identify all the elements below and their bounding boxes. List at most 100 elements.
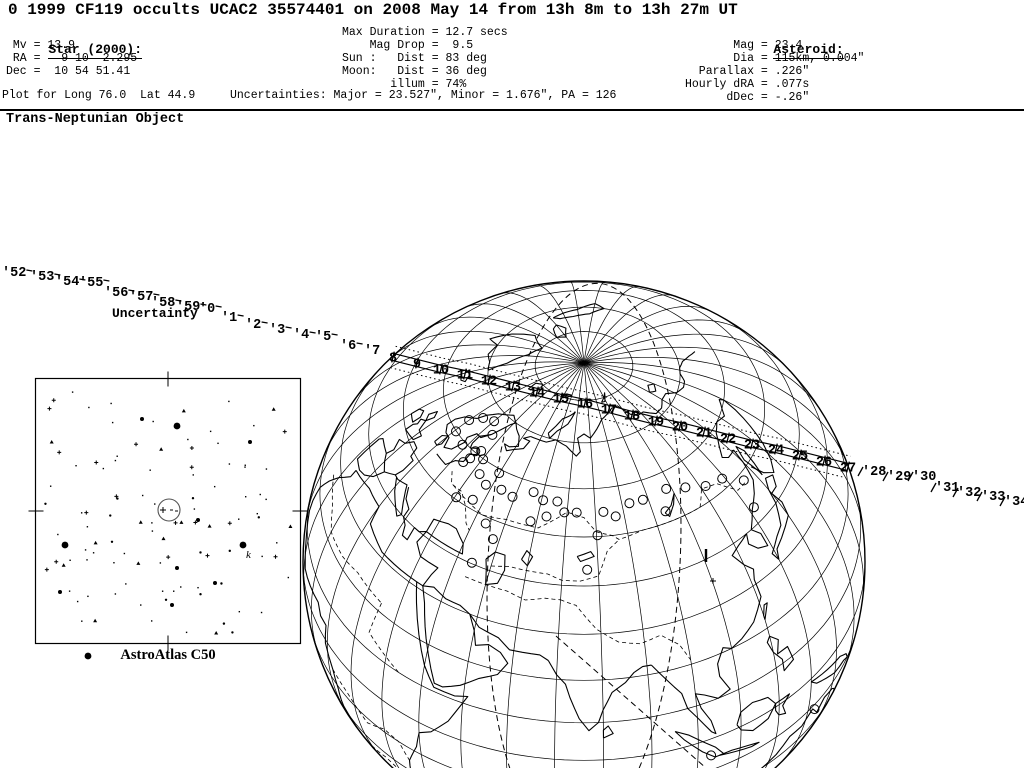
path-minute-tick — [678, 420, 682, 432]
site-marker — [738, 475, 749, 486]
path-time-label: '58 — [151, 296, 175, 311]
inset-faint-star — [288, 524, 293, 529]
inset-faint-star — [44, 567, 49, 572]
inset-faint-star — [109, 514, 112, 517]
meridian-line — [583, 281, 605, 364]
inset-faint-star — [87, 595, 89, 598]
path-time-label: 19 — [648, 416, 664, 431]
coastline-severnaya — [601, 392, 606, 403]
meridian-line — [554, 362, 585, 768]
path-time-label: 21 — [696, 427, 712, 442]
inset-faint-star — [271, 407, 276, 411]
inset-star-chart — [28, 371, 308, 660]
meridian-line — [583, 306, 711, 364]
inset-faint-star — [141, 494, 144, 497]
inset-faint-star — [138, 520, 143, 524]
inset-faint-star — [154, 503, 156, 505]
path-minute-tick — [750, 438, 754, 450]
inset-faint-star — [220, 582, 223, 585]
site-marker — [680, 482, 691, 493]
inset-medium-star — [248, 440, 252, 444]
site-marker — [466, 557, 477, 568]
parallel-line — [386, 762, 782, 768]
inset-faint-star — [159, 447, 164, 451]
meridian-line — [583, 346, 819, 408]
inset-faint-star — [166, 555, 171, 560]
site-marker — [478, 454, 489, 465]
path-minute-tick — [774, 443, 778, 455]
inset-faint-star — [81, 620, 83, 622]
coastline-svalbard — [527, 382, 544, 391]
path-time-label: '1 — [221, 311, 237, 326]
path-time-label: 8 — [389, 352, 397, 367]
inset-faint-star — [189, 465, 194, 470]
coastline-newguinea — [810, 653, 848, 684]
path-minute-tick — [798, 449, 802, 461]
inset-faint-star — [214, 631, 219, 635]
inset-faint-star — [265, 468, 268, 470]
coastline-black_sea — [425, 518, 464, 555]
asteroid-heading-text: Asteroid: — [773, 42, 844, 59]
inset-faint-star — [197, 586, 199, 589]
inset-faint-star — [61, 563, 66, 567]
inset-medium-star — [140, 417, 144, 421]
coastline-sulawesi — [775, 693, 791, 716]
meridian-line — [501, 292, 585, 364]
site-marker — [470, 446, 481, 457]
coastline-new_siberian — [647, 383, 657, 393]
path-time-label: 22 — [720, 433, 736, 448]
inset-faint-star — [228, 549, 231, 553]
inset-faint-star — [113, 562, 115, 564]
inset-bright-star — [61, 541, 69, 549]
inset-faint-star — [116, 455, 118, 457]
path-time-label: '7 — [364, 344, 380, 359]
inset-faint-star — [110, 402, 112, 405]
path-time-label: '3 — [269, 323, 285, 338]
inset-medium-star — [175, 566, 179, 570]
inset-faint-star — [209, 430, 212, 433]
path-time-label: '31 — [935, 481, 959, 496]
path-time-label: '53 — [30, 270, 54, 285]
path-minute-tick — [583, 397, 587, 409]
coastline-italy — [394, 474, 408, 517]
site-marker — [552, 496, 563, 507]
star-heading-text: Star (2000): — [48, 42, 143, 59]
object-type-label: Trans-Neptunian Object — [6, 112, 185, 127]
country-border — [368, 603, 400, 673]
coastline-africa — [304, 470, 469, 768]
site-marker — [489, 416, 500, 427]
coastline-balkhash — [576, 551, 595, 563]
site-marker — [582, 564, 593, 575]
path-time-label: '2 — [245, 318, 261, 333]
meridian-line — [353, 344, 585, 402]
path-time-label: '34 — [1004, 495, 1024, 510]
site-marker — [525, 516, 536, 527]
asteroid-section-heading: Asteroid: — [735, 22, 844, 77]
inset-faint-star — [123, 552, 126, 555]
parallel-line — [403, 281, 765, 538]
site-marker — [507, 491, 518, 502]
inset-faint-star — [51, 398, 56, 403]
path-minute-tick — [26, 269, 33, 272]
parallel-line — [443, 290, 725, 490]
site-marker — [451, 426, 461, 437]
meridian-line — [303, 362, 585, 590]
coastline-srilanka — [602, 725, 614, 739]
inset-faint-star — [150, 620, 153, 622]
path-minute-tick — [702, 426, 706, 438]
inset-faint-star — [191, 497, 195, 500]
coastline-iberia — [356, 438, 387, 478]
site-marker — [660, 506, 671, 517]
inset-faint-star — [228, 463, 231, 465]
inset-faint-star — [86, 559, 88, 561]
inset-faint-star — [54, 559, 59, 564]
country-border — [464, 576, 561, 601]
site-marker — [494, 468, 505, 479]
inset-faint-star — [256, 512, 259, 515]
coastline-arabia — [422, 585, 509, 688]
inset-faint-star — [92, 552, 95, 554]
site-marker — [451, 492, 462, 503]
path-minute-tick — [215, 305, 222, 308]
path-minute-tick — [487, 374, 491, 386]
inset-faint-star — [69, 559, 71, 561]
